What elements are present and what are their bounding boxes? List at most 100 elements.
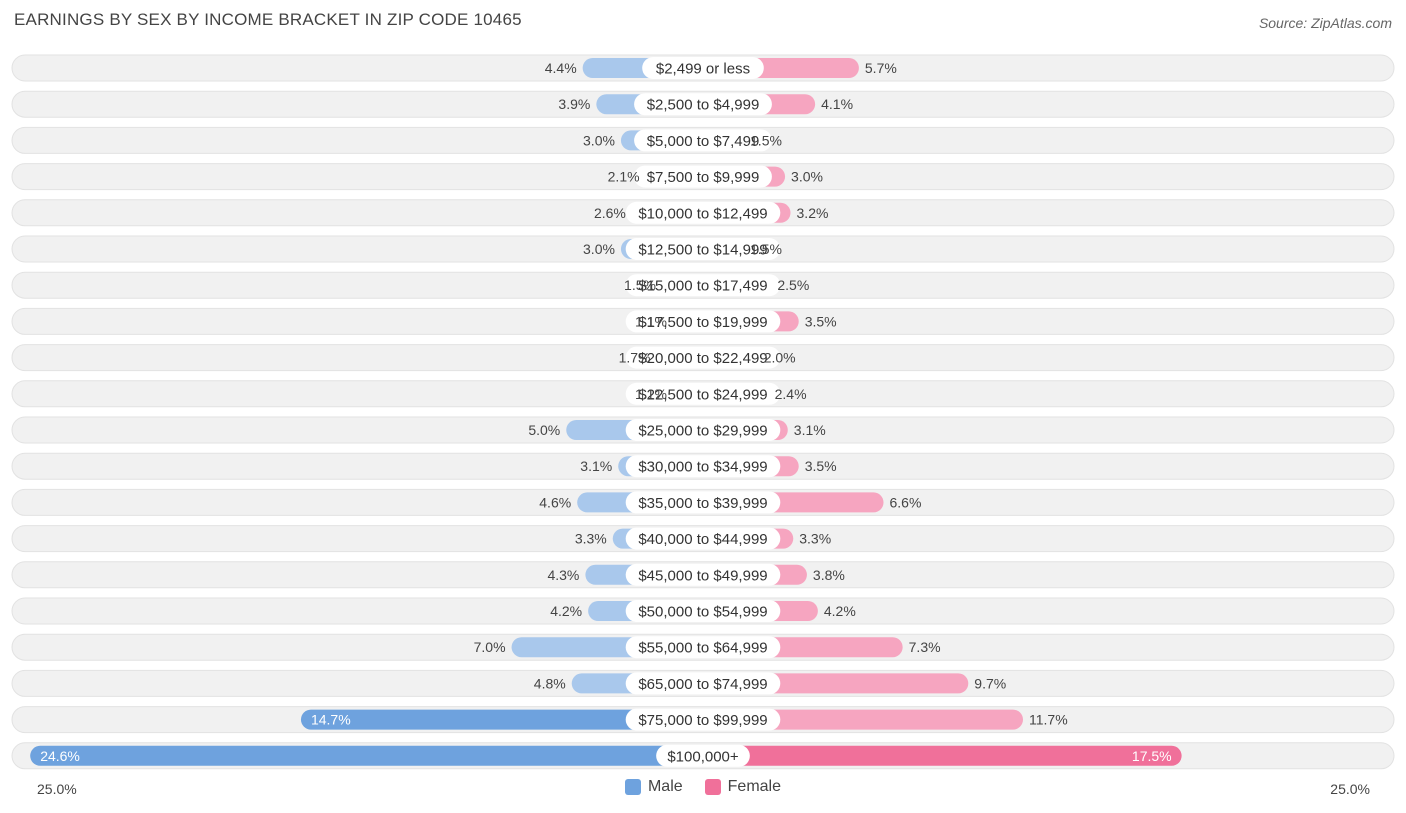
male-value-label: 24.6% [40,748,80,764]
female-value-label: 3.5% [805,313,837,329]
category-label: $75,000 to $99,999 [638,712,767,729]
category-label: $5,000 to $7,499 [647,133,760,150]
male-value-label: 3.3% [575,531,607,547]
male-value-label: 4.8% [534,675,566,691]
category-label: $15,000 to $17,499 [638,278,767,295]
female-value-label: 11.7% [1029,712,1068,728]
legend-swatch-male [624,779,641,795]
category-label-pill [625,600,781,622]
female-value-label: 3.5% [805,458,837,474]
bar-row: $35,000 to $39,999 4.6% 6.6% [11,488,1395,516]
category-label: $100,000+ [667,748,739,765]
category-label: $45,000 to $49,999 [638,567,767,584]
category-label-pill [625,672,781,695]
category-label-pill [625,455,781,478]
male-value-label: 2.6% [594,205,626,221]
female-value-label: 2.5% [777,277,809,293]
category-label: $7,500 to $9,999 [647,169,760,186]
category-label-pill [625,527,781,550]
male-value-label: 3.0% [583,241,615,257]
female-value-label: 4.1% [821,96,853,112]
female-value-label: 9.7% [974,675,1006,691]
category-label: $12,500 to $14,999 [638,242,767,259]
category-label: $55,000 to $64,999 [638,640,767,657]
category-label-pill [625,346,781,369]
category-label: $25,000 to $29,999 [638,423,767,440]
bar-row: $12,500 to $14,999 3.0% 1.5% [11,235,1395,263]
male-bar[interactable] [300,709,703,730]
category-label: $20,000 to $22,499 [638,350,767,367]
legend-item-female[interactable]: Female [704,778,782,796]
female-value-label: 4.2% [824,603,856,619]
bar-row: $2,500 to $4,999 3.9% 4.1% [11,90,1395,118]
category-label: $30,000 to $34,999 [638,459,767,476]
category-label: $10,000 to $12,499 [638,205,767,222]
bar-row: $75,000 to $99,999 14.7% 11.7% [11,706,1395,734]
female-value-label: 3.2% [797,205,829,221]
female-value-label: 7.3% [909,639,941,655]
male-value-label: 4.6% [539,494,571,510]
male-value-label: 1.5% [624,277,656,293]
female-value-label: 1.5% [750,241,782,257]
category-label-pill [634,93,772,116]
category-label: $40,000 to $44,999 [638,531,767,548]
category-label-pill [625,491,781,514]
female-value-label: 5.7% [865,60,897,76]
category-label-pill [625,238,781,260]
category-label-pill [634,129,772,152]
category-label: $35,000 to $39,999 [638,495,767,512]
category-label-pill [642,57,764,79]
bar-row: $40,000 to $44,999 3.3% 3.3% [11,525,1395,553]
male-value-label: 1.1% [635,313,667,329]
female-value-label: 1.5% [750,132,782,148]
male-value-label: 3.1% [580,458,612,474]
bar-row: $10,000 to $12,499 2.6% 3.2% [11,199,1395,227]
male-value-label: 3.0% [583,132,615,148]
female-value-label: 3.1% [794,422,826,438]
category-label: $17,500 to $19,999 [638,314,767,331]
category-label-pill [625,382,781,405]
male-bar[interactable] [30,745,703,766]
category-label-pill [625,563,781,586]
bar-row: $65,000 to $74,999 4.8% 9.7% [11,669,1395,697]
male-value-label: 2.1% [608,169,640,185]
category-label-pill [634,165,772,188]
category-label-pill [656,744,750,767]
female-value-label: 2.4% [775,386,807,402]
female-bar[interactable] [703,709,1023,730]
category-label: $65,000 to $74,999 [638,676,767,693]
bar-row: $50,000 to $54,999 4.2% 4.2% [11,597,1395,625]
category-label: $2,499 or less [656,61,750,78]
male-value-label: 1.1% [635,386,667,402]
legend-item-male[interactable]: Male [624,778,683,796]
female-value-label: 3.8% [813,567,845,583]
male-value-label: 3.9% [558,96,590,112]
category-label: $2,500 to $4,999 [647,97,760,114]
chart-title: EARNINGS BY SEX BY INCOME BRACKET IN ZIP… [14,10,522,29]
female-value-label: 3.0% [791,169,823,185]
male-value-label: 1.7% [619,350,651,366]
category-label-pill [625,274,781,297]
category-label-pill [625,201,781,224]
category-label-pill [625,636,781,659]
axis-left-label: 25.0% [37,781,77,797]
category-label-pill [625,708,781,731]
category-label: $50,000 to $54,999 [638,604,767,621]
male-value-label: 7.0% [474,639,506,655]
female-bar[interactable] [703,745,1182,766]
bar-row: $55,000 to $64,999 7.0% 7.3% [11,633,1395,661]
category-label-pill [625,310,781,333]
female-value-label: 2.0% [764,350,796,366]
legend-label-female: Female [727,778,782,795]
bar-row: $45,000 to $49,999 4.3% 3.8% [11,561,1395,589]
male-value-label: 4.4% [545,60,577,76]
female-value-label: 6.6% [890,494,922,510]
category-label-pill [625,419,781,441]
axis-right-label: 25.0% [1330,781,1370,797]
legend: Male Female [0,778,1406,796]
